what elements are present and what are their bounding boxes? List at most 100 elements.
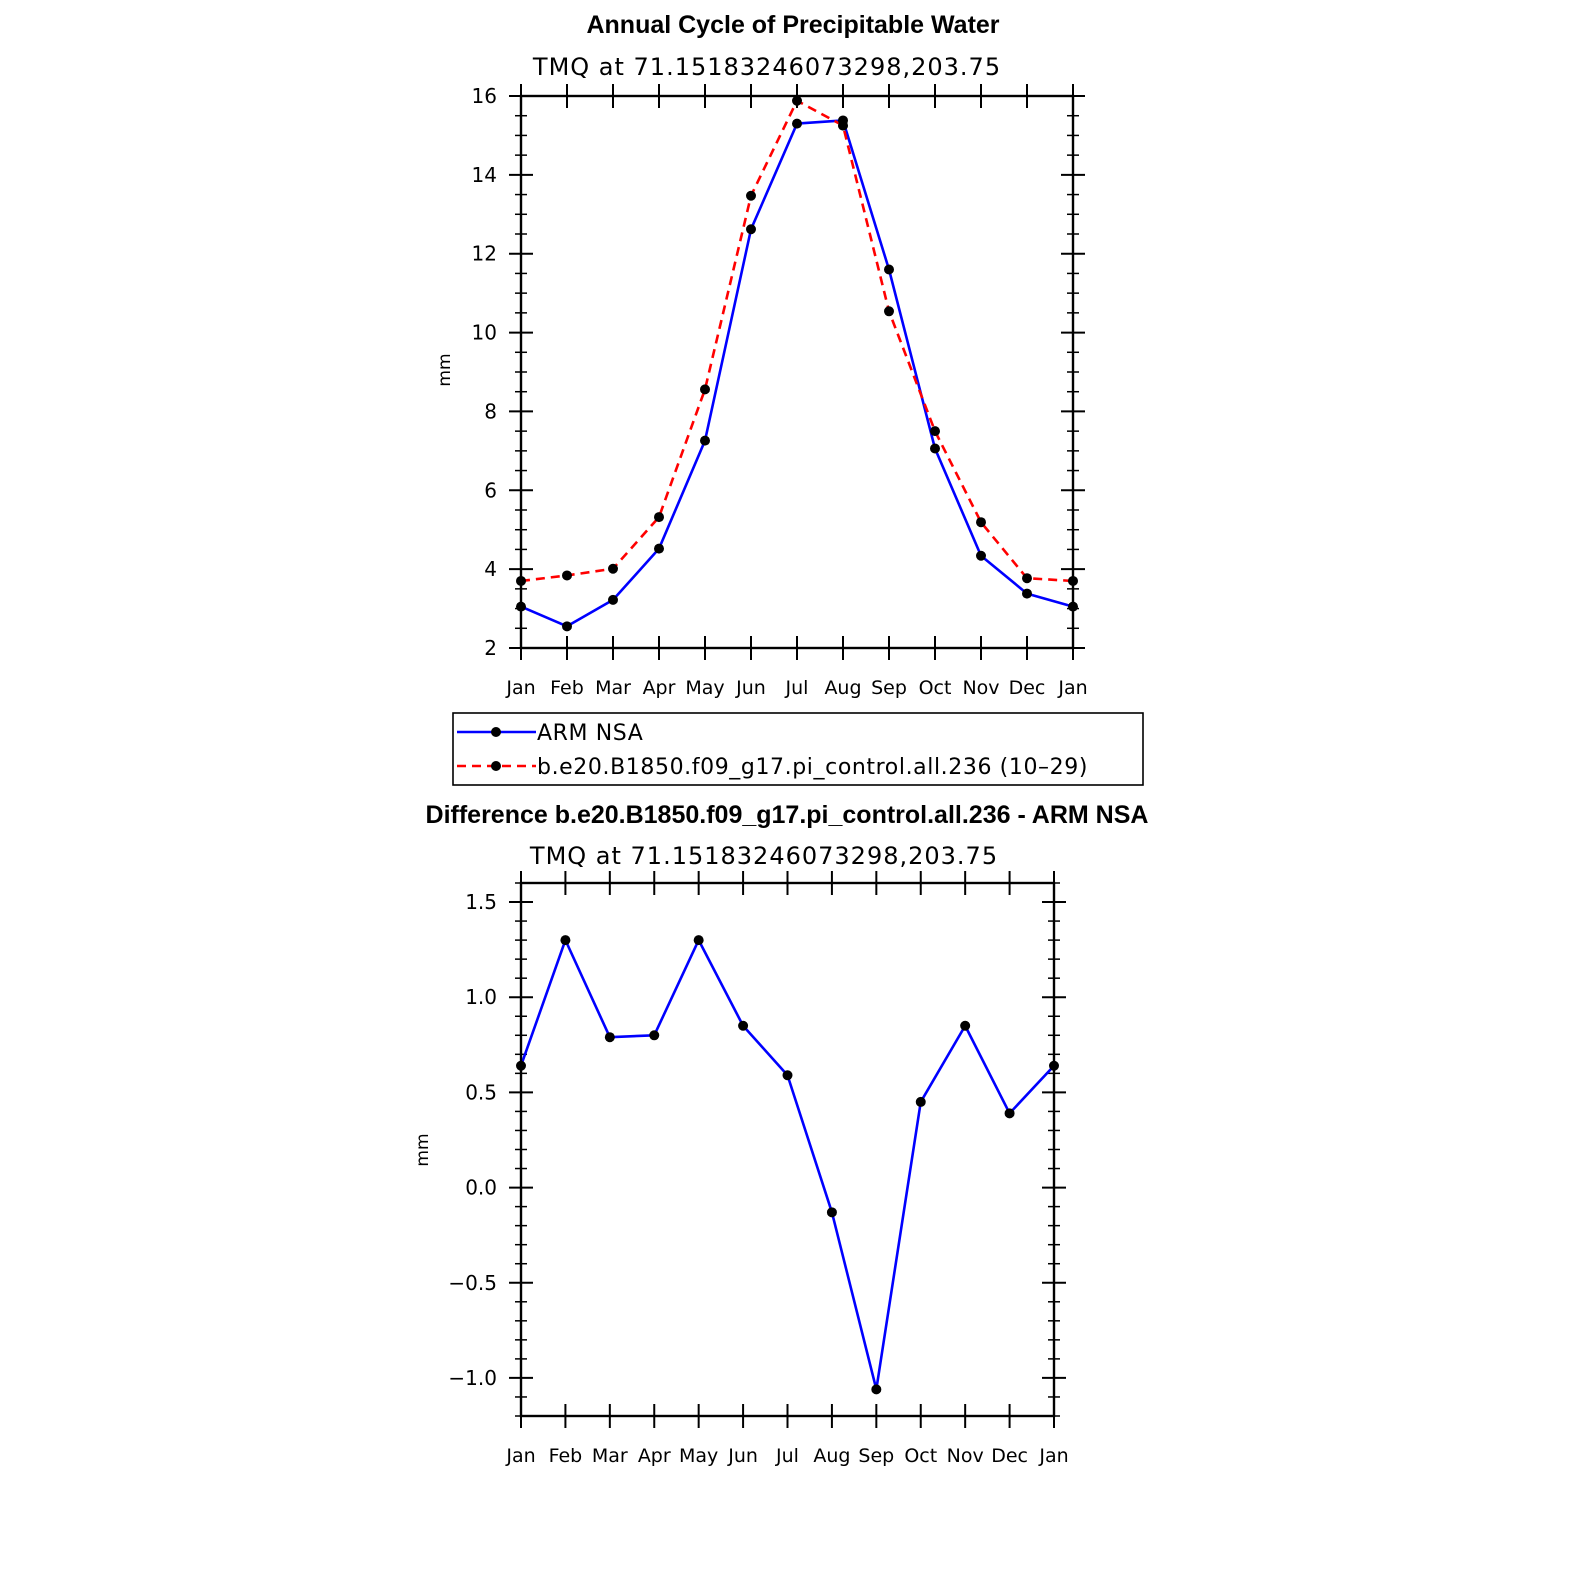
x-tick-label: Jan (505, 677, 535, 699)
data-point-0 (782, 1070, 793, 1081)
data-point-1 (700, 384, 710, 395)
data-point-0 (700, 435, 710, 446)
panel-difference: Difference b.e20.B1850.f09_g17.pi_contro… (413, 801, 1148, 1467)
y-tick-label: −0.5 (448, 1271, 497, 1295)
data-point-1 (930, 426, 940, 437)
x-tick-label: Nov (962, 677, 999, 699)
series-line-0 (519, 938, 1055, 1391)
data-point-1 (1022, 573, 1032, 584)
x-tick-label: Mar (595, 677, 631, 699)
y-tick-label: 16 (472, 84, 497, 108)
data-point-1 (562, 570, 572, 581)
y-tick-label: 1.5 (465, 890, 497, 914)
x-tick-label: Jul (785, 677, 809, 699)
data-point-0 (604, 1032, 615, 1043)
x-tick-label: Apr (638, 1445, 671, 1467)
axis-ticks (509, 84, 1085, 660)
data-point-0 (608, 594, 618, 605)
x-tick-label: Jun (727, 1445, 758, 1467)
x-tick-label: Aug (813, 1445, 850, 1467)
chart-subtitle: TMQ at 71.15183246073298,203.75 (529, 842, 998, 870)
data-point-0 (871, 1384, 882, 1395)
x-tick-label: Oct (919, 677, 952, 699)
x-tick-label: Oct (904, 1445, 937, 1467)
series-line-1 (520, 99, 1074, 583)
x-tick-labels: Jan Feb Mar Apr May Jun Jul Aug Sep Oct Nov Dec Jan (505, 1445, 1068, 1467)
y-tick-labels: 2 4 6 8 10 12 14 16 (472, 84, 497, 660)
data-point-1 (608, 563, 618, 574)
legend-marker-arm-nsa (491, 727, 501, 737)
x-tick-label: Jan (1038, 1445, 1068, 1467)
data-point-1 (838, 120, 848, 131)
y-tick-label: 10 (472, 321, 497, 345)
x-tick-label: Dec (991, 1445, 1028, 1467)
data-point-0 (792, 118, 802, 129)
y-tick-label: 14 (472, 163, 497, 187)
x-tick-label: Jun (735, 677, 766, 699)
data-point-0 (738, 1020, 749, 1031)
plot-frame (519, 881, 1056, 1418)
x-tick-label: Sep (871, 677, 907, 699)
y-tick-label: 4 (484, 557, 497, 581)
x-tick-label: May (679, 1445, 718, 1467)
x-tick-label: Feb (550, 677, 584, 699)
y-tick-label: 0.5 (465, 1080, 497, 1104)
chart-title: Difference b.e20.B1850.f09_g17.pi_contro… (426, 801, 1149, 829)
x-tick-labels: Jan Feb Mar Apr May Jun Jul Aug Sep Oct Nov Dec Jan (505, 677, 1087, 699)
y-axis-label: mm (413, 1133, 433, 1166)
chart-title: Annual Cycle of Precipitable Water (586, 11, 999, 39)
data-point-0 (746, 224, 756, 235)
series-group (516, 935, 1059, 1395)
legend-label-model: b.e20.B1850.f09_g17.pi_control.all.236 (… (537, 755, 1088, 780)
x-tick-label: Aug (824, 677, 861, 699)
legend-label-arm-nsa: ARM NSA (537, 721, 643, 746)
y-tick-label: 0.0 (465, 1176, 497, 1200)
data-point-1 (792, 95, 802, 106)
axis-ticks (509, 871, 1066, 1428)
y-tick-label: 12 (472, 242, 497, 266)
data-point-1 (654, 512, 664, 523)
x-tick-label: Jan (505, 1445, 535, 1467)
legend-box (452, 712, 1144, 786)
panel-annual-cycle: Annual Cycle of Precipitable Water TMQ a… (435, 11, 1144, 786)
data-point-0 (693, 935, 704, 946)
chart-subtitle: TMQ at 71.15183246073298,203.75 (532, 53, 1001, 81)
legend: ARM NSA b.e20.B1850.f09_g17.pi_control.a… (452, 712, 1144, 786)
y-tick-labels: −1.0 −0.5 0.0 0.5 1.0 1.5 (448, 890, 497, 1390)
y-tick-label: 1.0 (465, 985, 497, 1009)
data-point-0 (562, 621, 572, 632)
x-tick-label: Sep (858, 1445, 894, 1467)
data-point-0 (649, 1030, 660, 1041)
series-line-0 (520, 119, 1074, 628)
data-point-1 (884, 306, 894, 317)
x-tick-label: Dec (1009, 677, 1046, 699)
data-point-0 (930, 443, 940, 454)
series-group (516, 95, 1078, 632)
y-axis-label: mm (435, 353, 455, 386)
x-tick-label: Jul (775, 1445, 799, 1467)
data-point-0 (560, 935, 571, 946)
x-tick-label: Feb (549, 1445, 583, 1467)
x-tick-label: Mar (592, 1445, 628, 1467)
legend-marker-model (491, 761, 501, 771)
data-point-0 (654, 543, 664, 554)
data-point-1 (746, 190, 756, 201)
x-tick-label: Apr (643, 677, 676, 699)
data-point-0 (1004, 1108, 1015, 1119)
x-tick-label: Nov (947, 1445, 984, 1467)
y-tick-label: 6 (484, 478, 497, 502)
data-point-0 (976, 550, 986, 561)
y-tick-label: 2 (484, 636, 497, 660)
data-point-0 (960, 1020, 971, 1031)
data-point-0 (826, 1207, 837, 1218)
y-tick-label: −1.0 (448, 1366, 497, 1390)
x-tick-label: Jan (1057, 677, 1087, 699)
data-point-0 (884, 264, 894, 275)
plot-frame (519, 94, 1075, 650)
data-point-1 (976, 517, 986, 528)
data-point-0 (915, 1096, 926, 1107)
y-tick-label: 8 (484, 399, 497, 423)
data-point-0 (1022, 588, 1032, 599)
